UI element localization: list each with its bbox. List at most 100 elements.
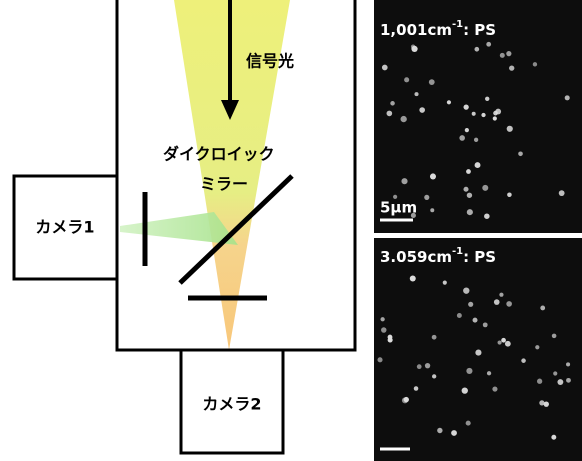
- particle: [559, 190, 565, 196]
- particle: [486, 42, 491, 47]
- particle: [414, 386, 419, 391]
- particle: [404, 77, 409, 82]
- particle: [537, 379, 542, 384]
- mirror-label: ミラー: [200, 175, 248, 194]
- particle: [566, 362, 570, 366]
- particle: [474, 47, 479, 52]
- particle: [425, 363, 430, 368]
- particle: [466, 368, 472, 374]
- particle: [485, 97, 489, 101]
- particle: [483, 322, 488, 327]
- label-main: 3.059cm: [380, 248, 452, 266]
- particle: [467, 193, 472, 198]
- particle: [482, 185, 488, 191]
- particle: [430, 208, 434, 212]
- label-tail: : PS: [463, 21, 496, 39]
- particle: [497, 340, 501, 344]
- particle: [484, 213, 490, 219]
- particle: [388, 335, 393, 340]
- particle: [552, 334, 557, 339]
- particle: [475, 350, 481, 356]
- particle: [553, 371, 557, 375]
- particle: [472, 112, 476, 116]
- label-sup: -1: [452, 246, 463, 257]
- particle: [474, 138, 478, 142]
- particle: [414, 92, 418, 96]
- label-main: 1,001cm: [380, 21, 452, 39]
- particle: [521, 358, 526, 363]
- particle: [566, 378, 571, 383]
- particle: [473, 318, 478, 323]
- scale-label: 5μm: [380, 199, 417, 217]
- particle: [419, 107, 425, 113]
- particle: [381, 327, 386, 332]
- particle: [475, 162, 481, 168]
- particle: [432, 374, 436, 378]
- particle: [432, 335, 437, 340]
- particle: [424, 195, 429, 200]
- image-label: 1,001cm-1: PS: [380, 19, 496, 39]
- particle: [565, 95, 570, 100]
- particle: [505, 341, 511, 347]
- particle: [465, 128, 469, 132]
- image-label: 3.059cm-1: PS: [380, 246, 496, 266]
- figure: 信号光 ダイクロイック ミラー カメラ1 カメラ2 1,001cm-1: PS …: [0, 0, 582, 461]
- particle: [533, 62, 537, 66]
- particle: [500, 53, 505, 58]
- mirror-label: ダイクロイック: [163, 145, 275, 164]
- particle: [540, 306, 545, 311]
- label-sup: -1: [452, 19, 463, 30]
- particle: [494, 299, 500, 305]
- particle: [443, 281, 447, 285]
- particle: [401, 116, 407, 122]
- particle: [457, 313, 462, 318]
- particle: [411, 45, 415, 49]
- particle: [464, 104, 469, 109]
- particle: [493, 116, 497, 120]
- camera2-label: カメラ2: [202, 395, 261, 414]
- particle: [481, 113, 485, 117]
- particle: [506, 51, 511, 56]
- label-tail: : PS: [463, 248, 496, 266]
- particle: [468, 302, 473, 307]
- particle: [429, 79, 435, 85]
- particle: [492, 386, 497, 391]
- particle: [544, 401, 549, 406]
- particle: [535, 345, 539, 349]
- particle: [451, 430, 457, 436]
- particle: [518, 151, 523, 156]
- particle: [467, 209, 473, 215]
- particle: [501, 338, 506, 343]
- particle: [377, 357, 382, 362]
- particle: [557, 379, 563, 385]
- particle: [463, 187, 468, 192]
- particle: [437, 428, 442, 433]
- particle: [430, 173, 436, 179]
- particle: [459, 135, 465, 141]
- particle: [551, 435, 556, 440]
- micro-image: [374, 238, 582, 461]
- particle: [382, 65, 388, 71]
- particle: [499, 293, 503, 297]
- particle: [404, 397, 409, 402]
- particle: [401, 178, 407, 184]
- particle: [462, 387, 468, 393]
- particle: [447, 100, 451, 104]
- particle: [509, 65, 514, 70]
- particle: [466, 169, 471, 174]
- particle: [507, 126, 513, 132]
- particle: [390, 101, 395, 106]
- camera1-label: カメラ1: [35, 218, 94, 237]
- signal-label: 信号光: [246, 52, 294, 71]
- particle: [387, 111, 393, 117]
- particle: [463, 288, 469, 294]
- particle: [410, 275, 416, 281]
- particle: [487, 371, 491, 375]
- enclosure: [117, 0, 182, 350]
- particle: [506, 301, 512, 307]
- particle: [495, 109, 501, 115]
- particle: [417, 364, 422, 369]
- particle: [380, 317, 384, 321]
- particle: [466, 421, 471, 426]
- particle: [507, 193, 512, 198]
